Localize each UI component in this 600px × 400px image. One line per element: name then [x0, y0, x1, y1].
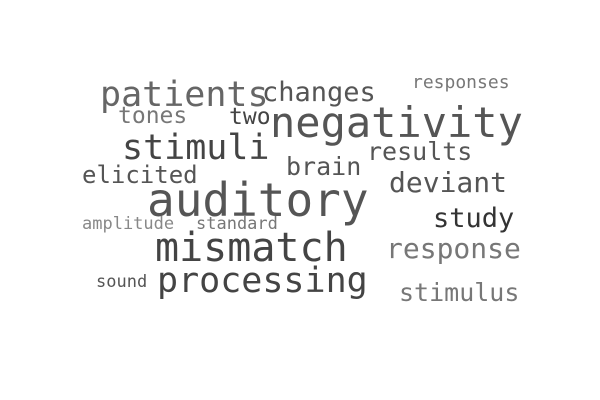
word-processing: processing — [157, 261, 368, 301]
word-patients: patients — [100, 75, 269, 115]
word-negativity: negativity — [270, 98, 523, 147]
word-two: two — [229, 104, 271, 130]
word-study: study — [433, 203, 515, 234]
word-stimuli: stimuli — [122, 128, 270, 168]
word-changes: changes — [262, 77, 376, 108]
word-response: response — [386, 232, 521, 265]
word-tones: tones — [118, 103, 188, 129]
word-brain: brain — [286, 152, 362, 181]
word-standard: standard — [196, 214, 278, 234]
word-auditory: auditory — [147, 173, 369, 227]
word-mismatch: mismatch — [155, 225, 348, 271]
word-sound: sound — [96, 272, 148, 292]
word-stimulus: stimulus — [399, 278, 520, 307]
word-results: results — [367, 137, 473, 166]
word-responses: responses — [412, 72, 510, 93]
word-elicited: elicited — [82, 161, 198, 189]
word-deviant: deviant — [389, 166, 508, 199]
word-amplitude: amplitude — [82, 214, 175, 234]
